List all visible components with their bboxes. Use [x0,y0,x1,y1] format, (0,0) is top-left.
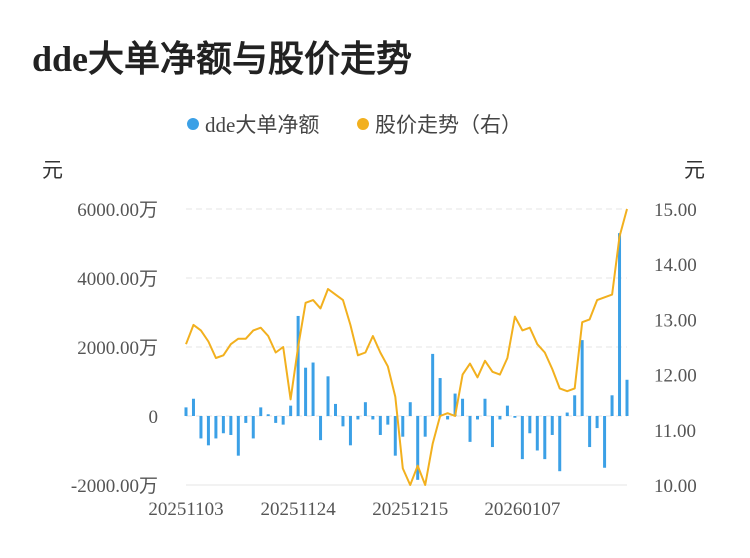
bar[interactable] [565,412,569,416]
bar[interactable] [528,416,532,434]
left-tick-label: 4000.00万 [77,269,158,290]
bar[interactable] [251,416,255,439]
left-tick-label: 2000.00万 [77,338,158,359]
left-tick-label: 0 [149,407,159,428]
right-axis-unit: 元 [684,158,705,182]
x-tick-label: 20251103 [148,499,223,520]
bar[interactable] [356,416,360,420]
bar-series-dde [184,233,629,480]
bar[interactable] [244,416,248,423]
bar[interactable] [520,416,524,460]
right-tick-label: 13.00 [654,310,697,331]
bar[interactable] [348,416,352,446]
bar[interactable] [401,416,405,437]
bar[interactable] [618,233,622,416]
bar[interactable] [453,393,457,416]
bar[interactable] [363,402,367,416]
bar[interactable] [438,378,442,416]
bar[interactable] [595,416,599,429]
bar[interactable] [558,416,562,472]
left-axis-unit: 元 [42,158,63,182]
bar[interactable] [393,416,397,456]
bar[interactable] [333,403,337,416]
line-series-price [185,208,628,486]
bar[interactable] [214,416,218,439]
bar[interactable] [236,416,240,456]
bar[interactable] [505,405,509,416]
bar[interactable] [191,398,195,416]
bar[interactable] [296,315,300,416]
right-tick-label: 14.00 [654,255,697,276]
chart-title: dde大单净额与股价走势 [32,39,413,79]
bar[interactable] [580,340,584,416]
right-tick-label: 11.00 [654,421,696,442]
bar[interactable] [274,416,278,423]
bar[interactable] [341,416,345,427]
bar[interactable] [550,416,554,435]
bar[interactable] [259,407,263,416]
bar[interactable] [304,367,308,416]
right-tick-label: 12.00 [654,366,697,387]
bar[interactable] [266,414,270,416]
bar[interactable] [206,416,210,446]
bar[interactable] [610,395,614,416]
left-axis-ticks: -2000.00万 0 2000.00万 4000.00万 6000.00万 [71,200,158,497]
legend-item-price[interactable]: 股价走势（右） [375,113,522,137]
bar[interactable] [573,395,577,416]
bar[interactable] [416,416,420,480]
bar[interactable] [498,416,502,420]
bar[interactable] [423,416,427,437]
bar[interactable] [476,416,480,420]
left-tick-label: 6000.00万 [77,200,158,221]
bar[interactable] [588,416,592,448]
bar[interactable] [184,407,188,416]
bar[interactable] [543,416,547,460]
bar[interactable] [431,353,435,416]
legend-bar-swatch [187,118,199,130]
bar[interactable] [229,416,233,435]
bar[interactable] [221,416,225,434]
bar[interactable] [386,416,390,425]
bar[interactable] [483,398,487,416]
bar[interactable] [603,416,607,468]
bar[interactable] [625,379,629,416]
bar[interactable] [446,416,450,420]
right-tick-label: 10.00 [654,476,697,497]
x-tick-label: 20260107 [484,499,560,520]
bar[interactable] [490,416,494,448]
bar[interactable] [513,416,517,418]
bar[interactable] [319,416,323,441]
bar[interactable] [289,405,293,416]
x-axis-ticks: 20251103 20251124 20251215 20260107 [148,499,560,520]
bar[interactable] [468,416,472,442]
bar[interactable] [408,402,412,416]
legend: dde大单净额 股价走势（右） [187,113,522,137]
right-axis-ticks: 10.00 11.00 12.00 13.00 14.00 15.00 [654,200,697,497]
bar[interactable] [378,416,382,435]
price-line[interactable] [185,208,628,486]
x-tick-label: 20251215 [372,499,448,520]
legend-line-swatch [357,118,369,130]
bar[interactable] [199,416,203,439]
bar[interactable] [281,416,285,425]
bar[interactable] [371,416,375,420]
bar[interactable] [461,398,465,416]
bar[interactable] [326,376,330,416]
left-tick-label: -2000.00万 [71,476,158,497]
right-tick-label: 15.00 [654,200,697,221]
bar[interactable] [311,362,315,416]
legend-item-dde[interactable]: dde大单净额 [205,113,319,137]
x-tick-label: 20251124 [260,499,336,520]
bar[interactable] [535,416,539,451]
